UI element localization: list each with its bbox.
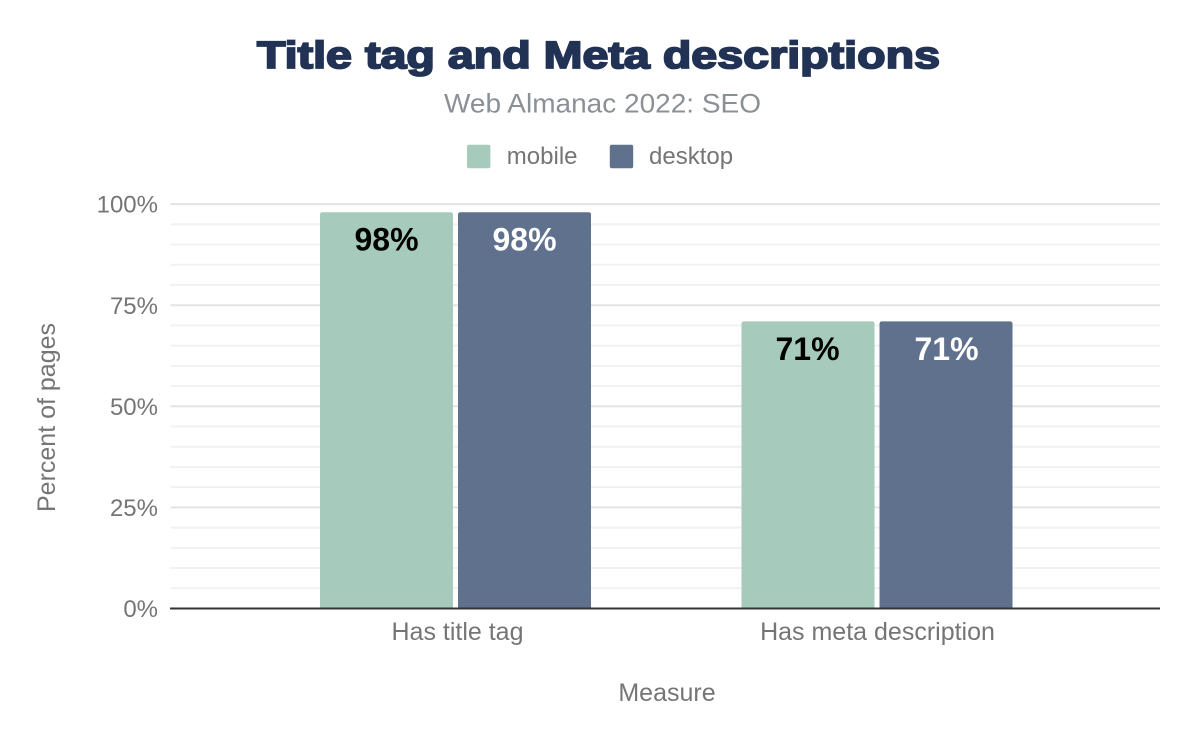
svg-text:Percent of pages: Percent of pages (33, 323, 61, 512)
svg-text:mobile: mobile (507, 143, 578, 170)
svg-text:25%: 25% (110, 495, 158, 522)
svg-text:Has title tag: Has title tag (391, 618, 523, 646)
svg-text:Has meta description: Has meta description (760, 618, 995, 646)
svg-text:50%: 50% (110, 394, 158, 421)
svg-text:100%: 100% (97, 192, 158, 219)
svg-text:Title tag and Meta description: Title tag and Meta descriptions (257, 35, 940, 77)
svg-text:Web Almanac 2022: SEO: Web Almanac 2022: SEO (444, 89, 761, 119)
svg-text:71%: 71% (914, 331, 978, 367)
svg-text:75%: 75% (110, 293, 158, 320)
svg-text:71%: 71% (775, 331, 839, 367)
svg-text:98%: 98% (354, 222, 418, 258)
svg-text:0%: 0% (123, 596, 158, 623)
svg-text:Measure: Measure (618, 679, 715, 707)
svg-text:desktop: desktop (649, 143, 733, 170)
svg-text:98%: 98% (492, 222, 556, 258)
